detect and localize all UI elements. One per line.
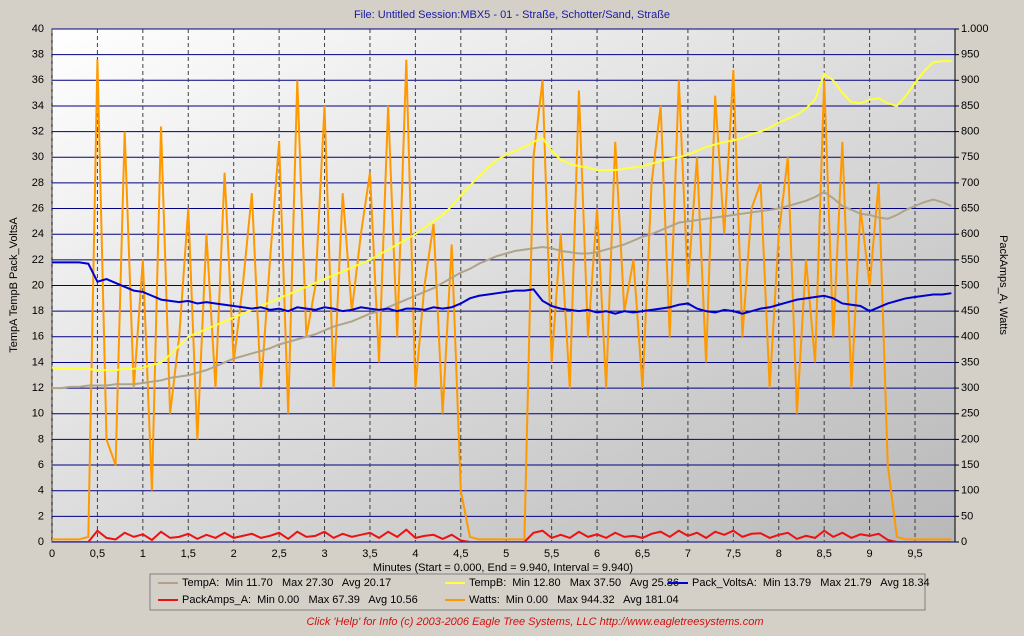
x-tick-label: 9,5 [907,548,922,560]
y2-tick-label: 200 [961,433,979,445]
x-tick-label: 1,5 [181,548,196,560]
x-axis-label: Minutes (Start = 0.000, End = 9.940, Int… [373,562,633,574]
x-tick-label: 4 [412,548,418,560]
y-tick-label: 8 [38,433,44,445]
y-tick-label: 18 [32,305,44,317]
y-tick-label: 22 [32,254,44,266]
y2-tick-label: 800 [961,126,979,138]
y-tick-label: 16 [32,331,44,343]
x-tick-label: 8,5 [817,548,832,560]
series-group [52,59,952,542]
y-tick-label: 10 [32,408,44,420]
y2-tick-label: 400 [961,331,979,343]
series-line [52,528,952,542]
legend-label: Watts: [469,594,500,606]
legend-stats: Min 12.80 Max 37.50 Avg 25.86 [512,577,679,589]
y-axis-label: TempA TempB Pack_VoltsA [8,217,20,353]
y-tick-label: 4 [38,485,44,497]
x-tick-label: 7 [685,548,691,560]
y2-tick-label: 1.000 [961,23,989,35]
y-tick-label: 24 [32,228,44,240]
y2-tick-label: 600 [961,228,979,240]
y2-tick-label: 900 [961,74,979,86]
x-tick-label: 8 [776,548,782,560]
y2-tick-label: 250 [961,408,979,420]
y2-tick-label: 550 [961,254,979,266]
x-tick-label: 0 [49,548,55,560]
y-tick-label: 12 [32,382,44,394]
legend [149,573,926,611]
y2-tick-label: 300 [961,382,979,394]
x-tick-label: 6 [594,548,600,560]
legend-label: TempB: [469,577,506,589]
x-tick-label: 6,5 [635,548,650,560]
y-tick-label: 34 [32,100,44,112]
y2-tick-label: 700 [961,177,979,189]
y2-axis-label: PackAmps_A, Watts [997,235,1009,335]
x-tick-label: 5,5 [544,548,559,560]
y-tick-label: 6 [38,459,44,471]
y2-tick-label: 500 [961,279,979,291]
series-line [52,60,952,372]
chart-title: File: Untitled Session:MBX5 - 01 - Straß… [354,9,670,21]
legend-label: Pack_VoltsA: [692,577,757,589]
x-tick-label: 0,5 [90,548,105,560]
y-tick-label: 2 [38,510,44,522]
legend-label: PackAmps_A: [182,594,251,606]
y-tick-label: 36 [32,74,44,86]
x-tick-label: 1 [140,548,146,560]
y2-tick-label: 350 [961,356,979,368]
x-tick-label: 3 [321,548,327,560]
y-tick-label: 30 [32,151,44,163]
y2-tick-label: 750 [961,151,979,163]
x-tick-label: 2 [231,548,237,560]
y-tick-label: 32 [32,126,44,138]
legend-stats: Min 11.70 Max 27.30 Avg 20.17 [225,577,391,589]
x-tick-label: 7,5 [726,548,741,560]
y2-tick-label: 50 [961,510,973,522]
x-tick-label: 9 [867,548,873,560]
legend-stats: Min 13.79 Max 21.79 Avg 18.34 [763,577,930,589]
y-tick-label: 26 [32,202,44,214]
y2-tick-label: 450 [961,305,979,317]
legend-label: TempA: [182,577,219,589]
y-tick-label: 28 [32,177,44,189]
x-tick-label: 2,5 [271,548,286,560]
footer: Click 'Help' for Info (c) 2003-2006 Eagl… [306,616,763,628]
series-line [52,261,952,315]
y-tick-label: 20 [32,279,44,291]
y-tick-label: 14 [32,356,44,368]
y-tick-label: 38 [32,49,44,61]
y2-tick-label: 850 [961,100,979,112]
series-line [52,190,952,390]
legend-stats: Min 0.00 Max 67.39 Avg 10.56 [257,594,418,606]
y2-tick-label: 950 [961,49,979,61]
y-tick-label: 40 [32,23,44,35]
y2-tick-label: 0 [961,536,967,548]
y2-tick-label: 150 [961,459,979,471]
series-line [52,59,952,541]
y2-tick-label: 100 [961,485,979,497]
legend-stats: Min 0.00 Max 944.32 Avg 181.04 [506,594,679,606]
x-tick-label: 5 [503,548,509,560]
x-tick-label: 4,5 [453,548,468,560]
x-tick-label: 3,5 [362,548,377,560]
y-tick-label: 0 [38,536,44,548]
y2-tick-label: 650 [961,202,979,214]
